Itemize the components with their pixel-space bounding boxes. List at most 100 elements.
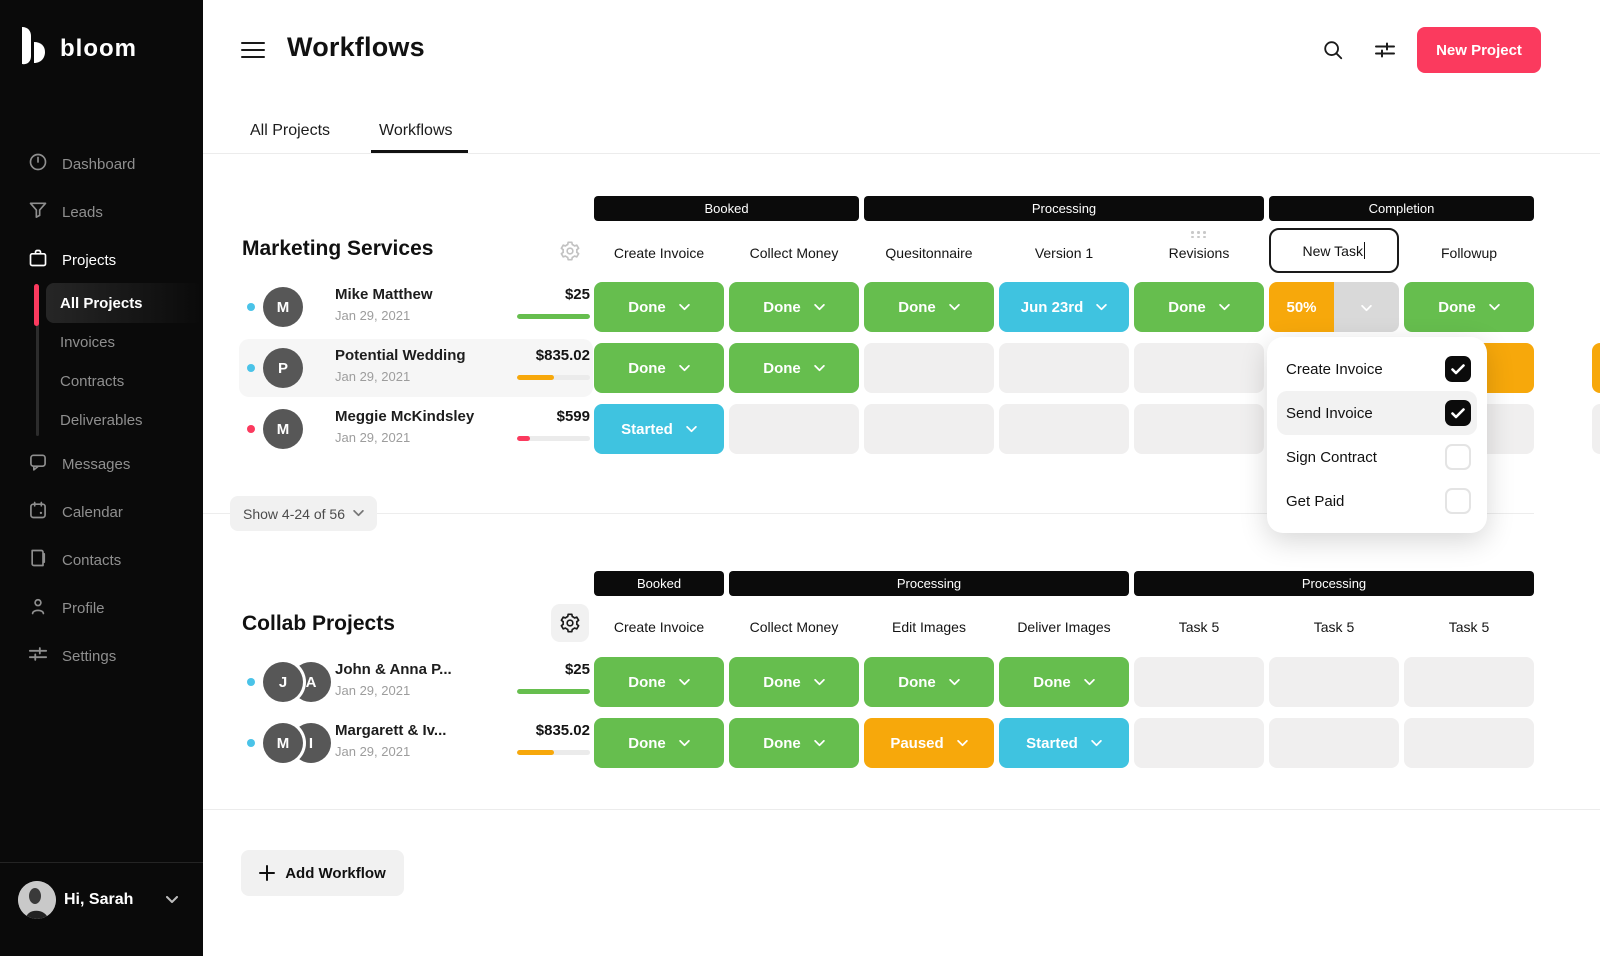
sidebar-item-calendar[interactable]: Calendar [0, 488, 203, 536]
column-drag-handle-icon[interactable] [1191, 231, 1207, 238]
dropdown-item-send-invoice[interactable]: Send Invoice [1277, 391, 1477, 435]
project-amount: $835.02 [535, 722, 590, 739]
empty-task-cell [1134, 404, 1264, 454]
settings-icon [28, 644, 48, 668]
status-button-done[interactable]: Done [729, 282, 859, 332]
pagination-selector[interactable]: Show 4-24 of 56 [230, 496, 377, 531]
sidebar-item-messages[interactable]: Messages [0, 440, 203, 488]
tab-workflows[interactable]: Workflows [379, 122, 453, 139]
status-button-started[interactable]: Started [594, 404, 724, 454]
empty-task-cell [1134, 718, 1264, 768]
dropdown-item-get-paid[interactable]: Get Paid [1277, 479, 1477, 523]
new-task-input[interactable]: New Task [1269, 228, 1399, 273]
clipped-status-button [1592, 343, 1600, 393]
status-button-done[interactable]: Done [1404, 282, 1534, 332]
sidebar-item-leads[interactable]: Leads [0, 188, 203, 236]
chevron-down-icon [1084, 678, 1095, 686]
status-button-done[interactable]: Done [594, 718, 724, 768]
brand-name: bloom [60, 34, 137, 62]
status-button-paused[interactable]: Paused [864, 718, 994, 768]
dropdown-item-label: Get Paid [1286, 492, 1345, 510]
stage-pill: Booked [594, 196, 859, 221]
status-button-done[interactable]: Done [594, 657, 724, 707]
dropdown-item-sign-contract[interactable]: Sign Contract [1277, 435, 1477, 479]
clipped-status-button [1592, 404, 1600, 454]
dropdown-item-label: Sign Contract [1286, 448, 1377, 466]
user-menu[interactable]: Hi, Sarah [0, 876, 203, 924]
progress-bar [517, 750, 590, 755]
sidebar-subitem-invoices[interactable]: Invoices [60, 333, 116, 351]
sidebar-item-dashboard[interactable]: Dashboard [0, 140, 203, 188]
status-button-done[interactable]: Done [729, 718, 859, 768]
brand-logo: bloom [18, 27, 137, 70]
empty-task-cell [1269, 718, 1399, 768]
project-name: John & Anna P... [335, 661, 452, 678]
empty-task-cell [864, 404, 994, 454]
sidebar-item-contacts[interactable]: Contacts [0, 536, 203, 584]
status-button-done[interactable]: Done [729, 657, 859, 707]
dropdown-item-label: Send Invoice [1286, 404, 1373, 422]
empty-task-cell [1404, 718, 1534, 768]
checkbox-checked[interactable] [1445, 400, 1471, 426]
status-button-done[interactable]: Done [594, 343, 724, 393]
stage-pill: Processing [729, 571, 1129, 596]
dropdown-item-label: Create Invoice [1286, 360, 1383, 378]
status-label: Done [763, 734, 801, 752]
gear-icon[interactable] [551, 604, 589, 642]
status-button-done[interactable]: Done [864, 282, 994, 332]
status-label: Done [763, 673, 801, 691]
chevron-down-icon [814, 364, 825, 372]
progress-bar [517, 436, 590, 441]
avatar [18, 881, 56, 919]
plus-icon [259, 865, 276, 881]
project-date: Jan 29, 2021 [335, 308, 411, 323]
sidebar-item-projects[interactable]: Projects [0, 236, 203, 284]
stage-pill: Booked [594, 571, 724, 596]
dashboard-icon [28, 152, 48, 176]
filter-icon[interactable] [1373, 38, 1397, 62]
search-icon[interactable] [1321, 38, 1345, 62]
column-header: Followup [1440, 245, 1498, 261]
status-label: Done [763, 359, 801, 377]
status-button-done[interactable]: Done [1134, 282, 1264, 332]
status-button-done[interactable]: Done [864, 657, 994, 707]
sidebar-subitem-deliverables[interactable]: Deliverables [60, 411, 143, 429]
sidebar-item-label: Dashboard [62, 155, 136, 173]
header-divider [203, 153, 1600, 154]
tab-all-projects[interactable]: All Projects [250, 122, 331, 139]
stage-pill: Completion [1269, 196, 1534, 221]
column-header: Task 5 [1313, 619, 1355, 635]
chevron-down-icon[interactable] [166, 896, 178, 904]
stage-pill: Processing [864, 196, 1264, 221]
status-button-done[interactable]: Done [999, 657, 1129, 707]
checkbox-unchecked[interactable] [1445, 488, 1471, 514]
column-header: Task 5 [1448, 619, 1490, 635]
checkbox-checked[interactable] [1445, 356, 1471, 382]
status-button-progress[interactable]: 50% [1269, 282, 1399, 332]
status-button-done[interactable]: Done [594, 282, 724, 332]
new-project-button[interactable]: New Project [1417, 27, 1541, 73]
status-button-jun-23rd[interactable]: Jun 23rd [999, 282, 1129, 332]
progress-bar [517, 314, 590, 319]
empty-task-cell [1404, 657, 1534, 707]
sidebar-subitem-contracts[interactable]: Contracts [60, 372, 125, 390]
submenu-track [36, 286, 39, 436]
sidebar-item-label: Profile [62, 599, 105, 617]
menu-icon[interactable] [241, 42, 265, 58]
gear-icon[interactable] [559, 240, 581, 262]
dropdown-item-create-invoice[interactable]: Create Invoice [1277, 347, 1477, 391]
status-label: Done [1168, 298, 1206, 316]
status-button-done[interactable]: Done [729, 343, 859, 393]
sidebar-item-profile[interactable]: Profile [0, 584, 203, 632]
checkbox-unchecked[interactable] [1445, 444, 1471, 470]
section-title: Marketing Services [242, 237, 434, 260]
empty-task-cell [1134, 657, 1264, 707]
new-task-text: New Task [1302, 242, 1363, 259]
sidebar-item-settings[interactable]: Settings [0, 632, 203, 680]
column-header: Create Invoice [613, 245, 705, 261]
add-workflow-button[interactable]: Add Workflow [241, 850, 404, 896]
status-button-started[interactable]: Started [999, 718, 1129, 768]
sidebar-subitem-all-projects[interactable]: All Projects [46, 283, 203, 323]
status-label: Done [1438, 298, 1476, 316]
